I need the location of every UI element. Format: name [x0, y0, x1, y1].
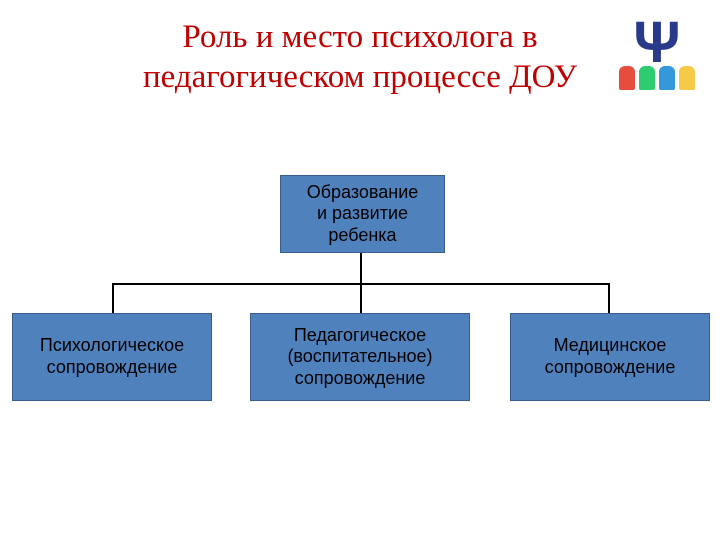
- connector-line: [112, 283, 114, 313]
- kid-figure: [659, 66, 675, 90]
- psi-icon: Ψ: [618, 14, 696, 72]
- root-label: Образованиеи развитиеребенка: [307, 182, 419, 247]
- child-label: Психологическоесопровождение: [40, 335, 184, 378]
- slide-title: Роль и место психолога в педагогическом …: [40, 0, 680, 97]
- kid-figure: [639, 66, 655, 90]
- kid-figure: [679, 66, 695, 90]
- kid-figure: [619, 66, 635, 90]
- title-line1: Роль и место психолога в: [182, 19, 537, 55]
- child-node-medical: Медицинскоесопровождение: [510, 313, 710, 401]
- child-label: Педагогическое(воспитательное)сопровожде…: [287, 325, 432, 390]
- title-line2: педагогическом процессе ДОУ: [143, 59, 577, 95]
- connector-line: [360, 253, 362, 283]
- child-label: Медицинскоесопровождение: [545, 335, 676, 378]
- root-node: Образованиеи развитиеребенка: [280, 175, 445, 253]
- child-node-pedagogical: Педагогическое(воспитательное)сопровожде…: [250, 313, 470, 401]
- connector-line: [608, 283, 610, 313]
- connector-line: [360, 283, 362, 313]
- child-node-psychological: Психологическоесопровождение: [12, 313, 212, 401]
- psi-logo: Ψ: [618, 14, 696, 106]
